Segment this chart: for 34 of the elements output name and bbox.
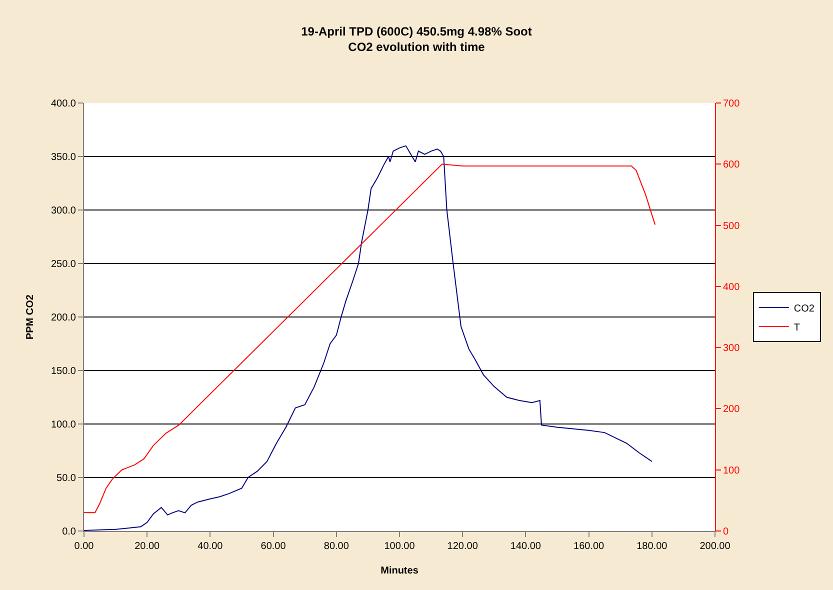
x-tick-label: 80.00 bbox=[324, 541, 350, 552]
y2-tick-label: 700 bbox=[723, 98, 740, 110]
x-tick-label: 180.00 bbox=[636, 541, 668, 552]
y2-tick-label: 200 bbox=[723, 404, 740, 416]
chart-title: 19-April TPD (600C) 450.5mg 4.98% Soot bbox=[301, 24, 532, 38]
y2-tick-label: 600 bbox=[723, 160, 740, 171]
legend-label: CO2 bbox=[794, 303, 815, 314]
x-tick-label: 200.00 bbox=[700, 541, 731, 552]
y-tick-label: 400.0 bbox=[50, 98, 76, 110]
legend-label: T bbox=[794, 322, 800, 334]
y-tick-label: 150.0 bbox=[50, 366, 76, 377]
y-tick-label: 50.0 bbox=[56, 473, 76, 484]
y2-tick-label: 100 bbox=[723, 465, 740, 476]
x-tick-label: 120.00 bbox=[447, 541, 478, 552]
y-tick-label: 350.0 bbox=[50, 152, 76, 163]
y2-tick-label: 400 bbox=[723, 282, 740, 293]
y-tick-label: 0.0 bbox=[62, 526, 76, 538]
y-tick-label: 300.0 bbox=[50, 206, 76, 216]
x-tick-label: 60.00 bbox=[260, 541, 286, 552]
y2-tick-label: 500 bbox=[723, 220, 740, 232]
y-tick-label: 250.0 bbox=[50, 259, 76, 270]
y2-tick-label: 300 bbox=[723, 343, 740, 354]
y-tick-label: 200.0 bbox=[50, 312, 76, 324]
y-axis-title: PPM CO2 bbox=[24, 294, 36, 340]
y-tick-label: 100.0 bbox=[50, 420, 76, 430]
x-tick-label: 40.00 bbox=[198, 541, 224, 552]
x-tick-label: 140.00 bbox=[510, 541, 542, 552]
x-tick-label: 0.00 bbox=[74, 541, 94, 552]
chart-subtitle: CO2 evolution with time bbox=[348, 40, 486, 54]
y2-tick-label: 0 bbox=[723, 526, 729, 538]
x-axis-title: Minutes bbox=[380, 566, 419, 576]
x-tick-label: 20.00 bbox=[134, 541, 160, 552]
x-tick-label: 100.00 bbox=[384, 541, 416, 552]
x-tick-label: 160.00 bbox=[574, 541, 605, 552]
